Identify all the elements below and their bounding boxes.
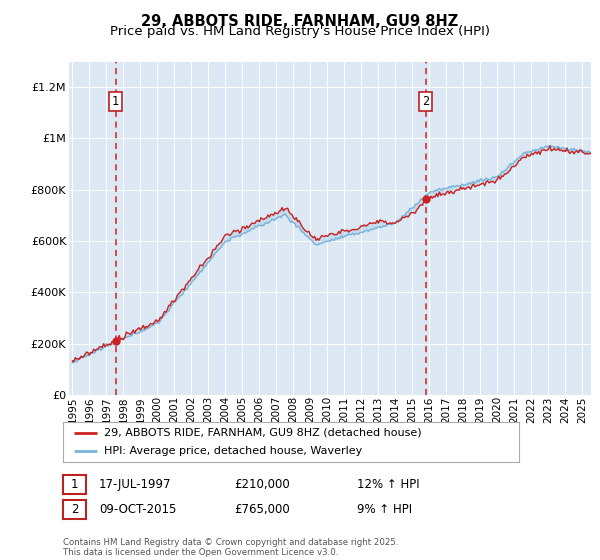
Text: HPI: Average price, detached house, Waverley: HPI: Average price, detached house, Wave…	[104, 446, 362, 456]
Text: 9% ↑ HPI: 9% ↑ HPI	[357, 503, 412, 516]
Text: 09-OCT-2015: 09-OCT-2015	[99, 503, 176, 516]
Text: 17-JUL-1997: 17-JUL-1997	[99, 478, 172, 491]
Text: 29, ABBOTS RIDE, FARNHAM, GU9 8HZ (detached house): 29, ABBOTS RIDE, FARNHAM, GU9 8HZ (detac…	[104, 428, 422, 437]
Text: £765,000: £765,000	[234, 503, 290, 516]
Text: £210,000: £210,000	[234, 478, 290, 491]
Text: 2: 2	[422, 95, 429, 108]
Text: 12% ↑ HPI: 12% ↑ HPI	[357, 478, 419, 491]
Text: 1: 1	[112, 95, 119, 108]
Text: Contains HM Land Registry data © Crown copyright and database right 2025.
This d: Contains HM Land Registry data © Crown c…	[63, 538, 398, 557]
Text: 1: 1	[71, 478, 78, 491]
Text: 2: 2	[71, 503, 78, 516]
Text: Price paid vs. HM Land Registry's House Price Index (HPI): Price paid vs. HM Land Registry's House …	[110, 25, 490, 38]
Text: 29, ABBOTS RIDE, FARNHAM, GU9 8HZ: 29, ABBOTS RIDE, FARNHAM, GU9 8HZ	[142, 14, 458, 29]
